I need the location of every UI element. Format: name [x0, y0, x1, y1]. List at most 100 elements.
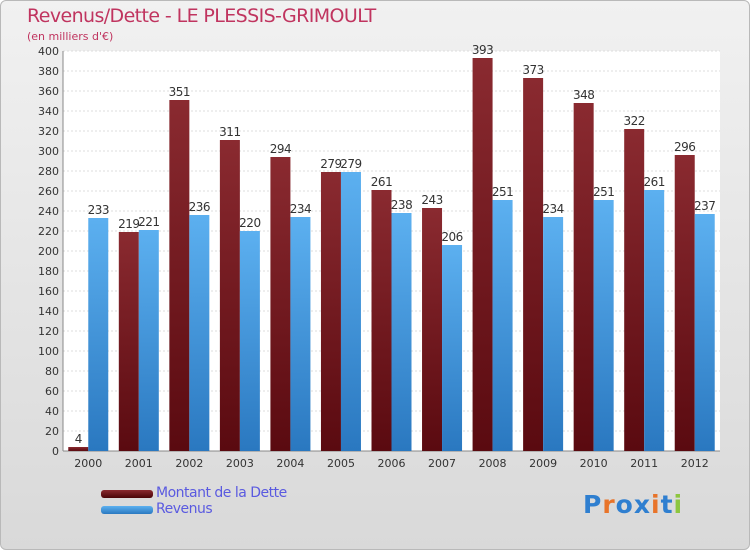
bar-dette: [371, 190, 392, 451]
y-tick-label: 200: [38, 245, 59, 258]
bar-label-dette: 296: [674, 140, 695, 154]
bar-revenus: [593, 200, 614, 451]
y-tick-label: 320: [38, 125, 59, 138]
bar-label-dette: 294: [270, 142, 291, 156]
x-tick-label: 2011: [630, 457, 658, 470]
x-tick-label: 2004: [276, 457, 304, 470]
bar-revenus: [340, 172, 361, 451]
bar-revenus: [644, 190, 665, 451]
logo-letter: P: [583, 490, 603, 519]
bar-label-dette: 219: [118, 217, 139, 231]
y-tick-label: 400: [38, 45, 59, 58]
bar-label-revenus: 237: [694, 199, 715, 213]
bar-dette: [169, 100, 190, 451]
bar-revenus: [543, 217, 564, 451]
bar-revenus: [391, 213, 412, 451]
bar-label-dette: 4: [75, 432, 82, 446]
y-tick-label: 260: [38, 185, 59, 198]
bar-dette: [472, 58, 493, 451]
bar-label-revenus: 251: [492, 185, 513, 199]
x-tick-label: 2002: [175, 457, 203, 470]
bar-label-dette: 261: [371, 175, 392, 189]
bar-label-revenus: 234: [290, 202, 311, 216]
bar-revenus: [189, 215, 210, 451]
y-tick-label: 120: [38, 325, 59, 338]
y-tick-label: 40: [45, 405, 59, 418]
y-tick-label: 80: [45, 365, 59, 378]
logo-letter: o: [615, 490, 634, 519]
proxiti-logo: Proxiti: [583, 490, 683, 519]
bar-dette: [624, 129, 645, 451]
x-tick-label: 2003: [226, 457, 254, 470]
y-tick-label: 140: [38, 305, 59, 318]
bar-label-revenus: 233: [88, 203, 109, 217]
y-tick-label: 340: [38, 105, 59, 118]
bar-dette: [573, 103, 594, 451]
legend-label-revenus: Revenus: [156, 501, 213, 517]
x-tick-label: 2009: [529, 457, 557, 470]
y-tick-label: 60: [45, 385, 59, 398]
bar-label-revenus: 206: [441, 230, 462, 244]
x-tick-label: 2005: [327, 457, 355, 470]
bar-label-dette: 393: [472, 43, 493, 57]
legend-swatch-revenus: [101, 506, 153, 514]
bar-dette: [270, 157, 291, 451]
chart-title: Revenus/Dette - LE PLESSIS-GRIMOULT: [27, 5, 376, 27]
bar-revenus: [88, 218, 109, 451]
bar-revenus: [138, 230, 159, 451]
bar-label-revenus: 238: [391, 198, 412, 212]
bar-label-revenus: 261: [643, 175, 664, 189]
x-tick-label: 2001: [125, 457, 153, 470]
bar-dette: [422, 208, 443, 451]
y-tick-label: 100: [38, 345, 59, 358]
logo-letter: t: [660, 490, 674, 519]
bar-dette: [523, 78, 544, 451]
bar-revenus: [442, 245, 463, 451]
bar-label-dette: 322: [623, 114, 644, 128]
bar-revenus: [694, 214, 715, 451]
bar-label-revenus: 251: [593, 185, 614, 199]
y-tick-label: 360: [38, 85, 59, 98]
legend-label-dette: Montant de la Dette: [156, 485, 287, 501]
bar-revenus: [492, 200, 513, 451]
bar-label-revenus: 221: [138, 215, 159, 229]
x-tick-label: 2006: [378, 457, 406, 470]
x-tick-label: 2012: [681, 457, 709, 470]
y-tick-label: 220: [38, 225, 59, 238]
bar-revenus: [290, 217, 311, 451]
bar-label-revenus: 279: [340, 157, 361, 171]
logo-letter: i: [673, 490, 684, 519]
bar-dette: [320, 172, 341, 451]
y-tick-label: 20: [45, 425, 59, 438]
legend-swatch-dette: [101, 490, 153, 498]
y-tick-label: 240: [38, 205, 59, 218]
bar-label-dette: 373: [522, 63, 543, 77]
logo-letter: x: [633, 490, 651, 519]
x-tick-label: 2007: [428, 457, 456, 470]
bar-label-dette: 311: [219, 125, 240, 139]
x-tick-label: 2010: [580, 457, 608, 470]
y-tick-label: 300: [38, 145, 59, 158]
bar-revenus: [239, 231, 260, 451]
logo-letter: r: [602, 490, 616, 519]
bar-dette: [219, 140, 240, 451]
bar-label-dette: 279: [320, 157, 341, 171]
y-tick-label: 160: [38, 285, 59, 298]
chart-subtitle: (en milliers d'€): [27, 30, 114, 43]
x-tick-label: 2000: [74, 457, 102, 470]
bar-label-revenus: 234: [542, 202, 563, 216]
bar-label-dette: 348: [573, 88, 594, 102]
x-tick-label: 2008: [479, 457, 507, 470]
bar-label-revenus: 236: [189, 200, 210, 214]
bar-label-dette: 243: [421, 193, 442, 207]
bar-label-revenus: 220: [239, 216, 260, 230]
bar-dette: [68, 447, 89, 451]
y-tick-label: 380: [38, 65, 59, 78]
bar-dette: [118, 232, 139, 451]
y-tick-label: 0: [52, 445, 59, 458]
bar-label-dette: 351: [169, 85, 190, 99]
y-tick-label: 280: [38, 165, 59, 178]
bar-dette: [674, 155, 695, 451]
